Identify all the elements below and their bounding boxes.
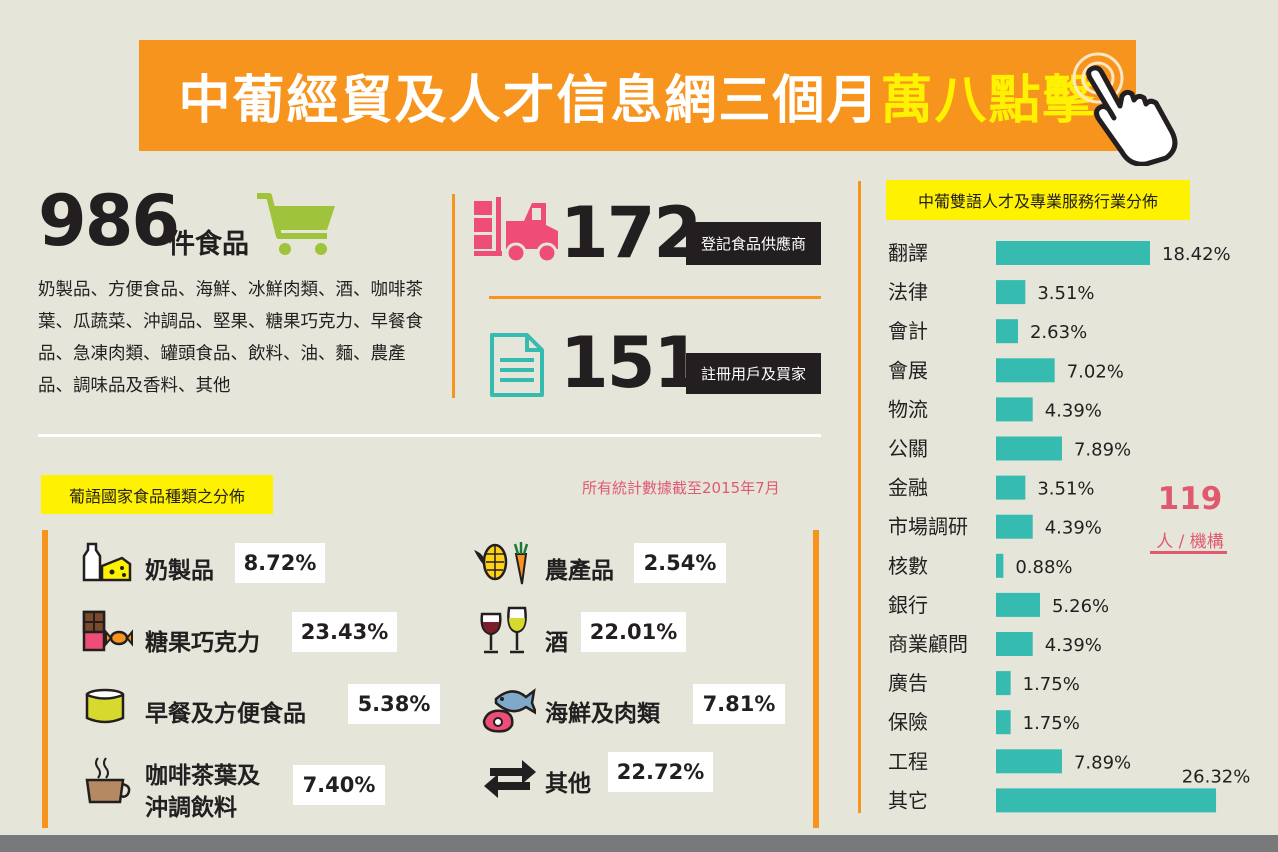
industry-value-label: 18.42% (1162, 244, 1231, 265)
food-item-pct: 5.38% (348, 684, 440, 724)
food-item-pct: 2.54% (634, 543, 726, 583)
shopping-cart-icon (257, 193, 335, 255)
industry-bar (996, 319, 1018, 344)
page-title: 中葡經貿及人才信息網三個月 萬八點擊 (139, 40, 1136, 151)
industry-category-label: 銀行 (888, 593, 928, 617)
bowl-icon (85, 688, 125, 724)
forklift-icon (474, 197, 558, 263)
divider (38, 434, 821, 437)
industry-category-label: 核數 (888, 554, 928, 578)
industry-value-label: 26.32% (1182, 766, 1250, 787)
industry-category-label: 商業顧問 (888, 632, 968, 656)
industry-category-label: 翻譯 (888, 241, 928, 265)
industry-bar (996, 397, 1033, 422)
divider (813, 530, 819, 828)
food-count-label: 件食品 (168, 229, 249, 260)
industry-bar-chart: 翻譯 18.42% 法律 3.51% 會計 2.63% 會展 7.02% 物流 4.39% 公關 7.… (888, 241, 1250, 813)
industry-bar (996, 436, 1062, 461)
food-item-name: 其他 (545, 771, 591, 797)
food-item-name: 酒 (545, 630, 568, 656)
industry-bar (996, 475, 1026, 500)
industry-bar (996, 358, 1055, 383)
wine-glasses-icon (480, 606, 527, 654)
food-item-pct: 22.01% (581, 612, 686, 652)
stats-date-note: 所有統計數據截至2015年7月 (582, 479, 780, 497)
industry-value-label: 2.63% (1030, 322, 1087, 343)
people-count: 119 (1157, 481, 1223, 517)
industry-value-label: 3.51% (1037, 479, 1094, 500)
supplier-count: 172 (560, 192, 702, 274)
chocolate-candy-icon (82, 610, 133, 652)
user-count: 151 (560, 322, 702, 404)
industry-category-label: 廣告 (888, 671, 928, 695)
food-item-pct: 22.72% (608, 752, 713, 792)
arrows-icon (484, 760, 536, 798)
industry-bar (996, 280, 1026, 305)
industry-bar (996, 592, 1040, 617)
industry-bar (996, 788, 1217, 813)
coffee-cup-icon (85, 757, 131, 804)
industry-category-label: 物流 (888, 397, 928, 421)
food-item-name: 農產品 (545, 558, 614, 584)
food-item-name: 早餐及方便食品 (145, 701, 306, 727)
industry-distribution-badge: 中葡雙語人才及專業服務行業分佈 (886, 180, 1190, 220)
industry-bar (996, 553, 1004, 578)
supplier-label: 登記食品供應商 (686, 222, 821, 265)
divider (1150, 551, 1227, 554)
food-item-pct: 23.43% (292, 612, 397, 652)
food-item-pct: 8.72% (235, 543, 325, 583)
industry-value-label: 7.89% (1074, 752, 1131, 773)
industry-category-label: 市場調研 (888, 515, 968, 539)
food-item-name: 奶製品 (145, 558, 214, 584)
industry-value-label: 4.39% (1045, 400, 1102, 421)
user-label: 註冊用戶及買家 (686, 353, 821, 394)
people-unit: 人 / 機構 (1156, 532, 1224, 552)
title-main: 中葡經貿及人才信息網三個月 (178, 71, 881, 131)
industry-value-label: 0.88% (1015, 557, 1072, 578)
divider (42, 530, 48, 828)
industry-bar (996, 710, 1011, 735)
industry-value-label: 7.02% (1067, 361, 1124, 382)
divider (858, 181, 861, 813)
food-item-name: 沖調飲料 (145, 795, 237, 821)
industry-category-label: 會展 (888, 358, 928, 382)
industry-value-label: 7.89% (1074, 440, 1131, 461)
pointing-hand-icon (1072, 52, 1178, 166)
industry-bar (996, 749, 1062, 774)
industry-value-label: 4.39% (1045, 518, 1102, 539)
footer-bar (0, 835, 1278, 852)
food-item-pct: 7.81% (693, 684, 785, 724)
title-highlight: 萬八點擊 (880, 71, 1097, 131)
industry-category-label: 會計 (888, 319, 928, 343)
food-category-list: 奶製品、方便食品、海鮮、冰鮮肉類、酒、咖啡茶葉、瓜蔬菜、沖調品、堅果、糖果巧克力… (38, 280, 423, 396)
corn-carrot-icon (474, 542, 529, 585)
industry-value-label: 1.75% (1023, 674, 1080, 695)
industry-category-label: 金融 (888, 476, 928, 500)
industry-bar (996, 514, 1033, 539)
industry-bar (996, 241, 1150, 265)
fish-meat-icon (482, 688, 536, 733)
industry-value-label: 4.39% (1045, 635, 1102, 656)
food-distribution-badge: 葡語國家食品種類之分佈 (41, 475, 273, 514)
food-item-name: 海鮮及肉類 (545, 701, 660, 727)
industry-category-label: 工程 (888, 749, 928, 773)
industry-category-label: 保險 (888, 710, 928, 734)
divider (452, 194, 455, 398)
industry-value-label: 5.26% (1052, 596, 1109, 617)
industry-bar (996, 632, 1033, 656)
industry-value-label: 1.75% (1023, 713, 1080, 734)
industry-category-label: 其它 (888, 788, 928, 812)
milk-cheese-icon (82, 542, 132, 582)
document-icon (490, 333, 544, 397)
food-item-name: 糖果巧克力 (145, 630, 260, 656)
title-banner: 中葡經貿及人才信息網三個月 萬八點擊 (139, 40, 1136, 151)
food-item-name: 咖啡茶葉及 (145, 763, 260, 789)
industry-bar (996, 671, 1011, 696)
food-count: 986 (38, 180, 180, 262)
industry-category-label: 公關 (888, 437, 928, 461)
industry-category-label: 法律 (888, 280, 928, 304)
divider (489, 296, 821, 299)
industry-value-label: 3.51% (1037, 283, 1094, 304)
food-item-pct: 7.40% (293, 765, 385, 805)
